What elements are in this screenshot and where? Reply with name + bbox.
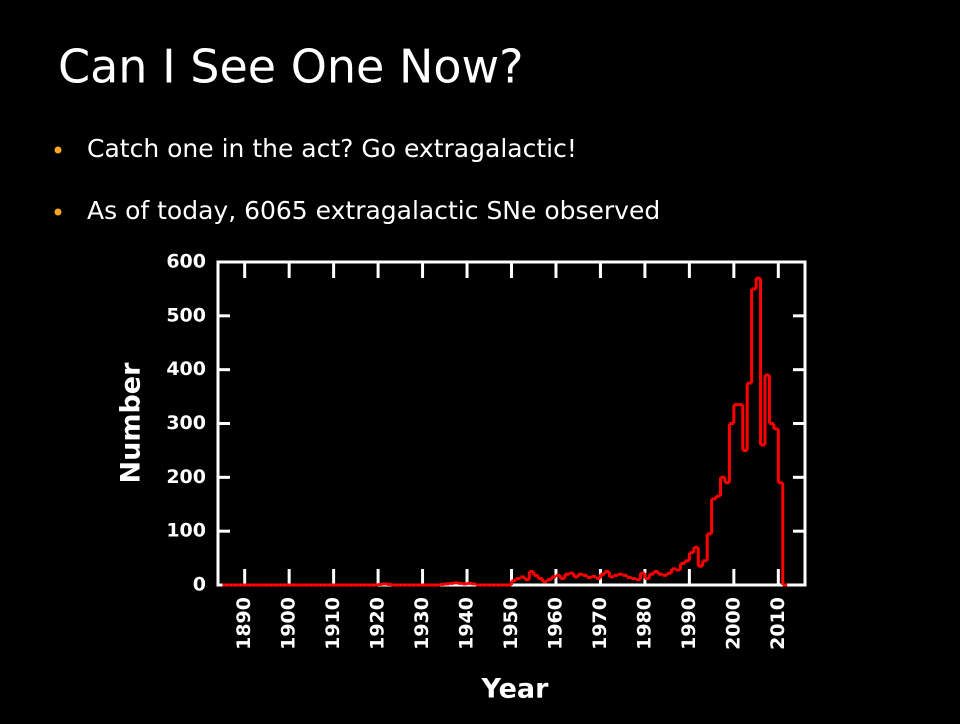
x-tick-label: 1990: [678, 597, 700, 650]
bullet-dot: [54, 146, 62, 154]
x-tick-label: 1970: [589, 597, 611, 650]
y-tick-label: 300: [166, 412, 206, 434]
x-tick-label: 1960: [544, 597, 566, 650]
y-tick-label: 100: [166, 520, 206, 542]
x-axis-label: Year: [481, 674, 550, 705]
x-tick-label: 1910: [322, 597, 344, 650]
x-tick-label: 1900: [278, 597, 300, 650]
x-tick-label: 1950: [500, 597, 522, 650]
x-tick-label: 1890: [233, 597, 255, 650]
y-tick-label: 600: [166, 251, 206, 273]
x-tick-label: 2000: [722, 597, 744, 650]
bullet: As of today, 6065 extragalactic SNe obse…: [87, 196, 660, 225]
y-tick-label: 500: [166, 304, 206, 326]
bullet-dot: [54, 208, 62, 216]
bullet: Catch one in the act? Go extragalactic!: [87, 134, 577, 163]
x-tick-label: 1980: [633, 597, 655, 650]
y-tick-label: 0: [193, 574, 206, 596]
x-tick-label: 1940: [456, 597, 478, 650]
y-axis-label: Number: [116, 362, 147, 484]
y-tick-label: 200: [166, 466, 206, 488]
y-tick-label: 400: [166, 358, 206, 380]
x-tick-label: 2010: [767, 597, 789, 650]
slide-title: Can I See One Now?: [58, 40, 524, 94]
x-tick-label: 1920: [367, 597, 389, 650]
x-tick-label: 1930: [411, 597, 433, 650]
